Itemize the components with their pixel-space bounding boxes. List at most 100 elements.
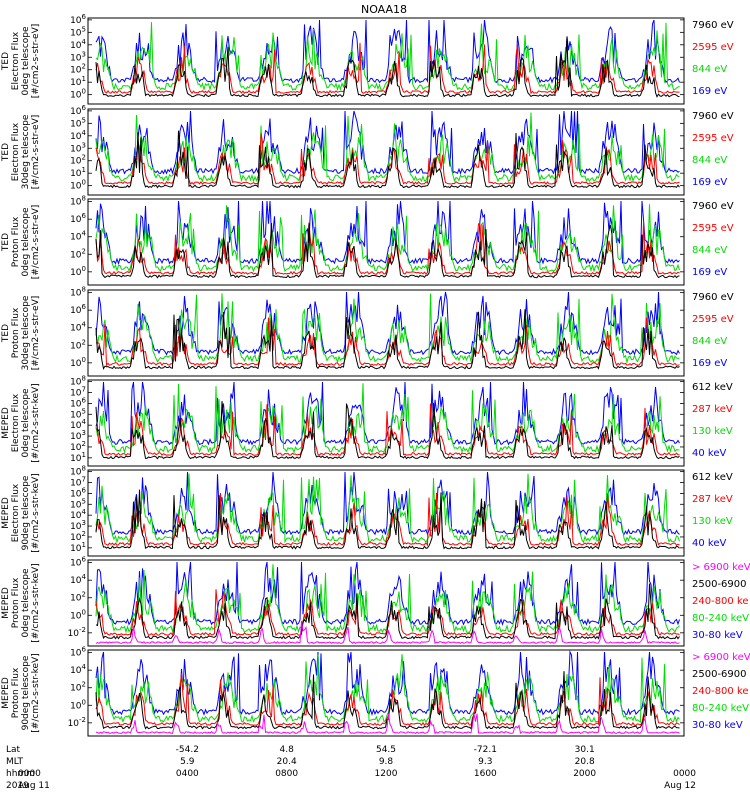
legend-entry: 844 eV — [692, 336, 727, 347]
panel-8: 106 104 102 100 10-2 MEPED Proton Flux 90deg te… — [1, 646, 750, 737]
series-line — [95, 110, 680, 175]
y-axis-label-line: 0deg telescope — [21, 568, 31, 638]
y-tick-label: 103 — [70, 50, 86, 63]
x-tick-label: 9.8 — [379, 757, 394, 767]
series-line — [95, 583, 680, 640]
legend-entry: > 6900 keV — [692, 652, 750, 663]
y-tick-label: 104 — [70, 38, 86, 51]
y-tick-label: 106 — [70, 486, 86, 499]
y-axis-label: MEPED Electron Flux 90deg telescope [#/cm2-… — [1, 473, 41, 552]
y-tick-label: 104 — [70, 321, 86, 334]
y-tick-label: 103 — [70, 429, 86, 442]
y-tick-label: 106 — [70, 646, 86, 659]
y-axis-label-line: 0deg telescope — [21, 26, 31, 96]
x-tick-label: 1200 — [375, 769, 398, 779]
series-line — [95, 489, 680, 550]
series-line — [95, 317, 680, 367]
series-line — [95, 204, 680, 273]
x-tick-label: 0800 — [275, 769, 298, 779]
legend-entry: 130 keV — [692, 516, 733, 527]
legend-entry: 287 keV — [692, 404, 733, 415]
y-axis-label-line: TED — [1, 52, 11, 71]
y-axis-label: TED Electron Flux 0deg telescope [#/cm2-s-s… — [1, 24, 41, 99]
y-tick-label: 105 — [70, 407, 86, 420]
legend-entry: 844 eV — [692, 155, 727, 166]
series-line — [95, 130, 680, 189]
x-tick-label: 54.5 — [376, 745, 396, 755]
x-axis-row-label: MLT — [6, 757, 24, 767]
series-line — [95, 403, 680, 457]
y-axis-label-line: [#/cm2-s-str-eV] — [31, 24, 41, 99]
legend-entry: 2595 eV — [692, 42, 734, 53]
y-tick-label: 100 — [70, 608, 86, 621]
series-line — [95, 309, 680, 370]
legend-entry: 287 keV — [692, 494, 733, 505]
series-line — [95, 471, 680, 536]
y-tick-label: 101 — [70, 451, 86, 464]
y-axis-label-line: 90deg telescope — [21, 475, 31, 550]
legend-entry: 80-240 keV — [692, 613, 749, 624]
y-axis-label-line: Electron Flux — [11, 31, 21, 90]
x-tick-label: 5.9 — [180, 757, 195, 767]
panel-7: 106 104 102 100 10-2 MEPED Proton Flux 0deg tel… — [1, 556, 750, 647]
x-tick-label: Aug 11 — [18, 781, 50, 791]
legend-entry: 7960 eV — [692, 20, 734, 31]
y-tick-label: 102 — [70, 63, 86, 76]
series-line — [95, 654, 680, 724]
series-line — [95, 222, 680, 276]
panel-frame — [87, 289, 685, 377]
y-tick-label: 102 — [70, 530, 86, 543]
y-axis-label-line: [#/cm2-s-str-keV] — [31, 563, 41, 642]
x-axis-labels: Lat MLT hhmm 2019 0000 Aug 11 -54.2 5.9 0400 4.8 2… — [6, 745, 696, 791]
y-axis-label: MEPED Electron Flux 0deg telescope [#/cm2-s… — [1, 383, 41, 462]
series-line — [95, 713, 680, 735]
y-axis-label-line: Electron Flux — [11, 393, 21, 452]
panel-frame — [87, 108, 685, 196]
legend-entry: 2500-6900 — [692, 579, 747, 590]
y-tick-label: 106 — [70, 396, 86, 409]
y-axis-label-line: 90deg telescope — [21, 655, 31, 730]
legend-entry: 40 keV — [692, 448, 726, 459]
x-tick-label: 4.8 — [280, 745, 295, 755]
y-tick-label: 106 — [70, 13, 86, 26]
x-axis-row-label: hhmm — [6, 769, 35, 779]
y-tick-label: 105 — [70, 116, 86, 129]
x-tick-label: 0000 — [673, 769, 696, 779]
legend-entry: 2595 eV — [692, 133, 734, 144]
series-line — [95, 401, 680, 460]
series-line — [95, 473, 680, 545]
y-axis-label: TED Electron Flux 30deg telescope [#/cm2-s-… — [1, 114, 41, 189]
panel-4: 108 106 104 102 100 TED Proton Flux 30deg teles… — [1, 286, 734, 377]
legend-entry: 240-800 ke — [692, 686, 749, 697]
y-axis-label-line: MEPED — [1, 497, 11, 529]
y-axis-label-line: [#/cm2-s-str-eV] — [31, 296, 41, 371]
y-tick-label: 102 — [70, 154, 86, 167]
legend-entry: 2595 eV — [692, 223, 734, 234]
y-axis-label-line: TED — [1, 233, 11, 252]
y-tick-label: 106 — [70, 212, 86, 225]
legend-entry: 130 keV — [692, 426, 733, 437]
y-axis-label-line: Proton Flux — [11, 307, 21, 358]
series-line — [95, 200, 680, 266]
panel-frame — [87, 649, 685, 737]
series-line — [95, 42, 680, 95]
x-tick-label: 30.1 — [575, 745, 595, 755]
y-tick-label: 103 — [70, 519, 86, 532]
y-tick-label: 105 — [70, 497, 86, 510]
y-tick-label: 108 — [70, 465, 86, 478]
series-line — [95, 650, 680, 717]
y-tick-label: 102 — [70, 681, 86, 694]
y-axis-label-line: Electron Flux — [11, 122, 21, 181]
y-axis-label-line: [#/cm2-s-str-keV] — [31, 653, 41, 732]
y-tick-label: 102 — [70, 440, 86, 453]
y-axis-label-line: [#/cm2-s-str-eV] — [31, 205, 41, 280]
x-tick-label: 1600 — [474, 769, 497, 779]
legend-entry: 169 eV — [692, 358, 727, 369]
x-axis-row-label: 2019 — [6, 781, 29, 791]
y-axis-label-line: MEPED — [1, 407, 11, 439]
y-axis-label-line: Proton Flux — [11, 216, 21, 267]
